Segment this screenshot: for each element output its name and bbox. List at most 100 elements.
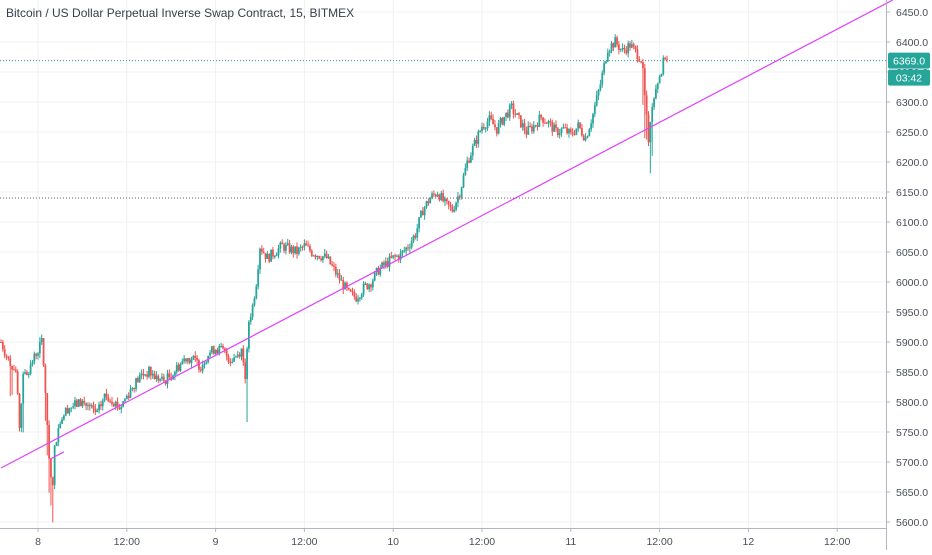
candle-body [619, 48, 622, 50]
candle-body [236, 354, 239, 357]
candle-body [481, 126, 483, 131]
candle-body [286, 243, 289, 245]
candle-body [630, 44, 633, 48]
candle-body [379, 267, 382, 275]
candle-body [33, 353, 36, 363]
candle-body [634, 46, 637, 50]
candle-body [501, 117, 504, 125]
candle-body [303, 243, 306, 247]
candle-body [177, 364, 180, 371]
candle-body [616, 37, 618, 45]
candle-body [655, 88, 657, 99]
candle-body [556, 128, 559, 136]
candle-body [640, 61, 642, 63]
candle-body [514, 113, 517, 115]
candle-body [453, 209, 456, 212]
candle-body [101, 400, 104, 407]
candle-body [164, 380, 167, 384]
candle-body [13, 369, 15, 371]
candle-body [14, 369, 17, 372]
candle-body [468, 160, 470, 163]
candle-body [157, 375, 160, 381]
candle-body [388, 256, 391, 267]
candle-body [5, 355, 8, 357]
candle-body [336, 273, 339, 275]
candle-body [196, 357, 198, 361]
candle-body [508, 105, 511, 118]
candle-body [479, 130, 482, 132]
candle-body [392, 255, 395, 258]
candle-body [270, 249, 272, 262]
candle-body [186, 358, 189, 362]
candle-body [658, 76, 661, 84]
candle-body [81, 400, 84, 407]
y-tick-label: 6100.0 [896, 217, 928, 229]
candle-body [334, 266, 337, 275]
candle-body [582, 135, 585, 141]
candles-layer [0, 34, 668, 523]
candle-body [399, 252, 402, 260]
candle-body [137, 377, 139, 382]
candle-body [353, 291, 356, 297]
candle-body [290, 246, 293, 253]
countdown-badge-label: 03:42 [896, 73, 922, 85]
candle-body [447, 201, 450, 206]
candle-body [629, 43, 631, 48]
y-tick-label: 6400.0 [896, 37, 928, 49]
candle-body [96, 410, 99, 413]
candle-body [292, 246, 295, 254]
candle-body [645, 95, 648, 115]
candle-body [342, 279, 345, 290]
candle-body [175, 364, 178, 373]
candle-body [50, 458, 52, 478]
y-tick-label: 6050.0 [896, 247, 928, 259]
candle-body [588, 129, 591, 137]
candle-body [603, 63, 605, 73]
candle-body [381, 262, 383, 268]
candle-body [593, 105, 596, 114]
candle-body [396, 255, 398, 257]
candle-body [366, 283, 369, 290]
candle-body [568, 129, 570, 134]
candle-body [516, 113, 519, 115]
candle-body [597, 89, 600, 96]
candle-body [63, 415, 65, 420]
y-tick-label: 5900.0 [896, 337, 928, 349]
candle-body [179, 363, 182, 371]
candle-body [159, 378, 161, 381]
candle-body [181, 361, 184, 364]
candle-body [618, 44, 620, 50]
candle-body [621, 48, 624, 50]
candle-body [458, 196, 461, 198]
candle-body [133, 388, 136, 390]
candle-body [203, 363, 206, 366]
candle-body [451, 206, 454, 212]
candle-body [492, 118, 494, 125]
candle-body [536, 125, 539, 127]
candle-body [601, 72, 604, 85]
y-tick-label: 6250.0 [896, 127, 928, 139]
candle-body [74, 400, 76, 407]
candle-body [146, 374, 149, 377]
candle-body [297, 247, 300, 255]
candle-body [331, 264, 334, 266]
candle-body [155, 375, 158, 379]
candle-body [216, 349, 219, 354]
candle-body [153, 373, 156, 379]
candle-body [31, 362, 34, 365]
candle-body [632, 44, 635, 47]
candle-body [88, 404, 91, 407]
candle-body [205, 362, 208, 364]
candle-body [211, 346, 213, 353]
candle-body [438, 194, 441, 201]
candle-body [201, 365, 204, 371]
candle-body [505, 112, 507, 117]
candle-body [651, 107, 654, 123]
candle-body [484, 128, 487, 130]
candle-body [497, 123, 500, 134]
candle-body [83, 400, 86, 404]
candle-body [220, 346, 223, 348]
candle-body [347, 287, 350, 290]
